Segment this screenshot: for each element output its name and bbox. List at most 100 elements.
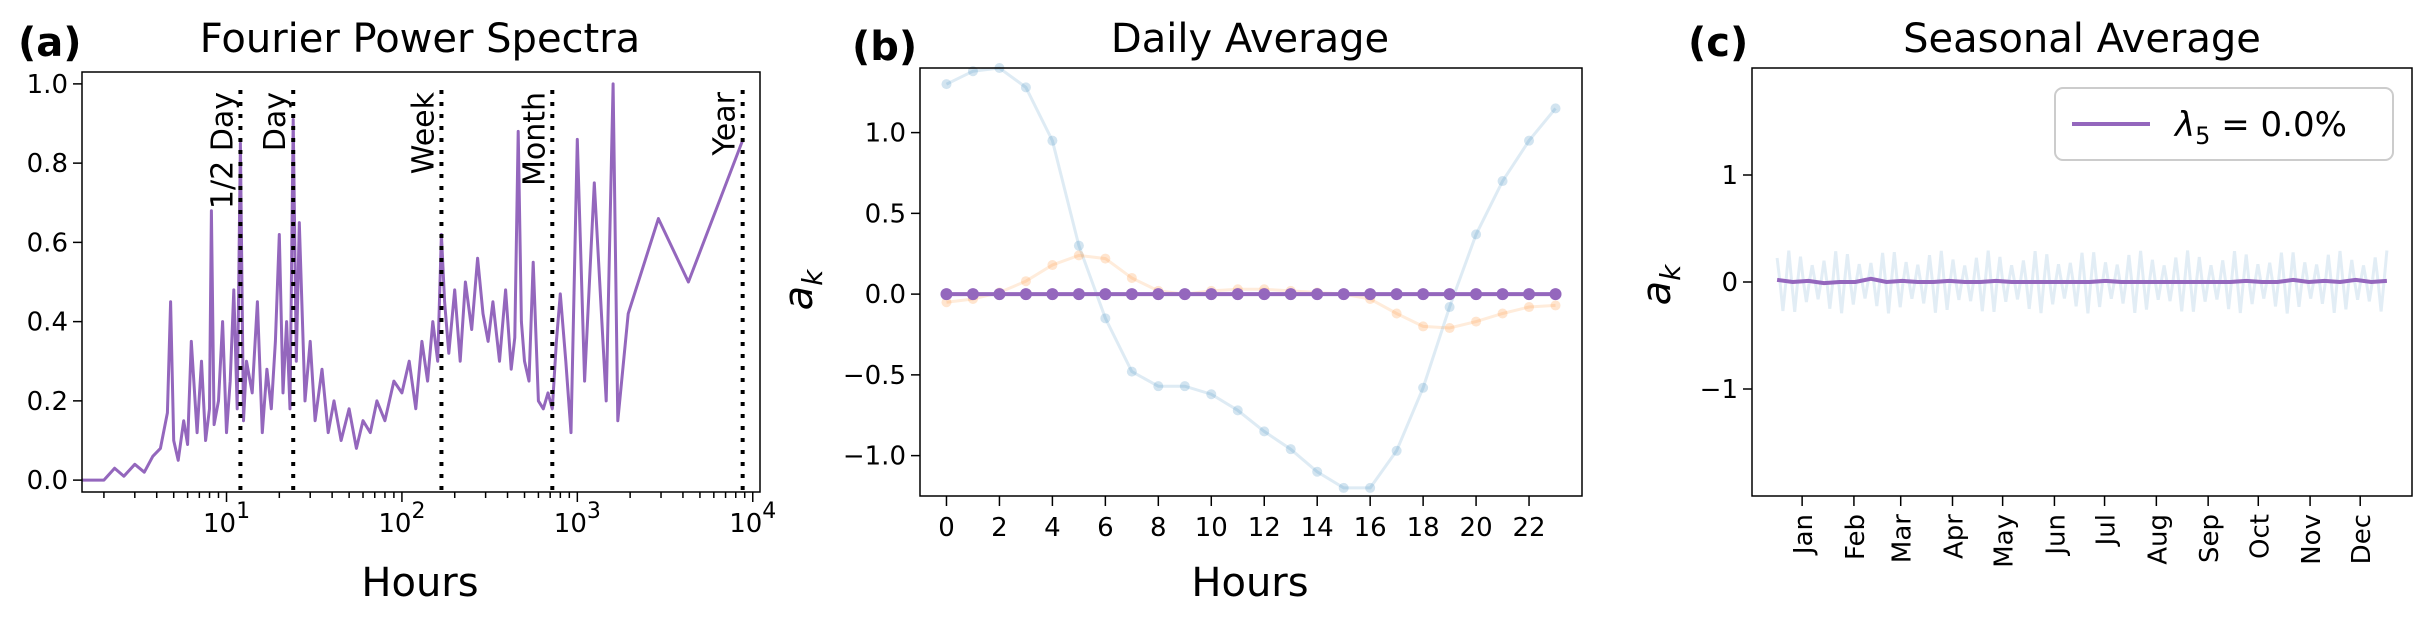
b-x-tick-label: 8 [1150, 513, 1167, 543]
a-x-tick-label: 101 [203, 499, 250, 539]
b-x-tick-label: 4 [1044, 513, 1061, 543]
b-series-purple-point [1417, 288, 1430, 301]
b-series-purple-point [1311, 288, 1324, 301]
b-series-purple-point [1364, 288, 1377, 301]
panel-c-plot-area: −1 0 1 Jan Feb Mar Apr May Jun Jul Aug Sep Oct Nov Dec [1700, 67, 2413, 568]
b-x-tick-label: 22 [1512, 513, 1545, 543]
c-y-tick-label: −1 [1700, 375, 1738, 405]
c-background-oscillation [1775, 250, 2389, 314]
c-series-line [1776, 276, 2388, 286]
b-series-blue-point [1073, 240, 1084, 251]
b-series-purple-point [1549, 288, 1562, 301]
c-x-tick-label: Nov [2297, 514, 2327, 565]
b-x-tick-label: 12 [1248, 513, 1281, 543]
b-series-blue-point [1418, 382, 1429, 393]
b-series-purple-point [1178, 288, 1191, 301]
b-series-purple-point [1258, 288, 1271, 301]
panel-b-daily-average: (b) Daily Average −1.0 −0.5 0.0 0.5 1.0 0 2 4 6 8… [776, 16, 1583, 606]
b-series-blue-point [1179, 381, 1190, 392]
panel-a-xlabel: Hours [361, 560, 478, 606]
b-series-orange-point [1020, 276, 1031, 287]
a-x-tick-base: 10 [203, 509, 236, 539]
b-series-blue-point [1126, 366, 1137, 377]
legend-frame [2054, 87, 2394, 161]
b-series-orange-point [1391, 308, 1402, 319]
c-x-tick-label: Apr [1940, 514, 1970, 559]
a-x-tick-exp: 3 [587, 499, 601, 524]
a-ref-label: Month [517, 92, 552, 186]
panel-c-seasonal-average: (c) Seasonal Average −1 0 1 Jan Feb Mar Apr May… [1634, 16, 2413, 568]
b-series-blue-point [1259, 426, 1270, 437]
c-x-tick-label: May [1990, 514, 2020, 568]
b-series-blue-point [1471, 229, 1482, 240]
a-x-tick-exp: 1 [236, 499, 250, 524]
panel-b-label: (b) [852, 24, 917, 70]
b-series-orange-point [1418, 321, 1429, 332]
c-y-tick-label: 1 [1721, 161, 1738, 191]
b-series-purple-point [966, 288, 979, 301]
a-x-tick-base: 10 [554, 509, 587, 539]
panel-a-power-spectra: (a) Fourier Power Spectra 1/2 Day Day Week… [18, 16, 776, 606]
c-x-tick-label: Jan [1789, 514, 1819, 556]
b-series-orange-point [1524, 302, 1535, 313]
c-x-tick-label: Feb [1841, 514, 1871, 560]
a-x-tick-base: 10 [378, 509, 411, 539]
b-series-purple-point [1337, 288, 1350, 301]
b-series-purple-point [1205, 288, 1218, 301]
a-x-tick-base: 10 [729, 509, 762, 539]
b-series-blue-point [1285, 444, 1296, 455]
b-series-purple-point [1099, 288, 1112, 301]
panel-a-title: Fourier Power Spectra [200, 16, 640, 62]
b-series-purple-point [1019, 288, 1032, 301]
b-frame [919, 67, 1583, 497]
b-x-tick-label: 16 [1354, 513, 1387, 543]
panel-c-legend: λ5 = 0.0% [2054, 87, 2394, 161]
panel-b-title: Daily Average [1111, 16, 1389, 62]
a-x-tick-label: 103 [554, 499, 601, 539]
b-series-blue-point [1153, 381, 1164, 392]
b-x-tick-label: 14 [1301, 513, 1334, 543]
b-series-purple-point [1284, 288, 1297, 301]
a-ref-label: Week [406, 91, 441, 174]
legend-sub: 5 [2195, 122, 2210, 150]
b-series-purple-point [1125, 288, 1138, 301]
b-series-purple-point [1046, 288, 1059, 301]
b-series-purple-point [1470, 288, 1483, 301]
panel-b-xlabel: Hours [1191, 560, 1308, 606]
b-series-blue-point [1100, 313, 1111, 324]
b-x-tick-label: 20 [1460, 513, 1493, 543]
a-frame [81, 71, 761, 493]
c-x-tick-label: Sep [2195, 514, 2225, 563]
b-series-blue-line [945, 66, 1557, 490]
a-y-tick-label: 0.0 [27, 466, 68, 496]
a-y-tick-label: 0.6 [27, 228, 68, 258]
b-series-orange-point [941, 297, 952, 308]
a-y-tick-label: 0.2 [27, 387, 68, 417]
legend-entry: λ5 = 0.0% [2173, 105, 2347, 150]
panel-b-ylabel-main: a [776, 286, 822, 311]
panel-b-ylabel-sub: k [796, 268, 829, 286]
a-series-line [82, 82, 745, 482]
b-series-blue-point [1444, 302, 1455, 313]
c-x-tick-label: Dec [2347, 514, 2377, 564]
a-y-tick-label: 0.8 [27, 149, 68, 179]
a-x-tick-exp: 4 [762, 499, 776, 524]
panel-b-ylabel: ak [776, 268, 829, 311]
b-series-purple-point [993, 288, 1006, 301]
b-series-purple-point [1496, 288, 1509, 301]
b-y-tick-label: 1.0 [865, 119, 906, 149]
b-series-orange-point [1444, 323, 1455, 334]
b-series-blue-point [1312, 466, 1323, 477]
panel-a-label: (a) [18, 20, 82, 66]
a-y-tick-label: 1.0 [27, 70, 68, 100]
legend-lambda: λ [2173, 105, 2195, 145]
b-series-purple-point [1152, 288, 1165, 301]
c-x-tick-label: Mar [1888, 514, 1918, 563]
b-series-blue-point [1497, 176, 1508, 187]
b-series-blue-point [1047, 135, 1058, 146]
b-y-tick-label: 0.0 [865, 280, 906, 310]
b-series-purple-point [940, 288, 953, 301]
b-series-blue-point [941, 79, 952, 90]
panel-c-label: (c) [1688, 20, 1748, 66]
